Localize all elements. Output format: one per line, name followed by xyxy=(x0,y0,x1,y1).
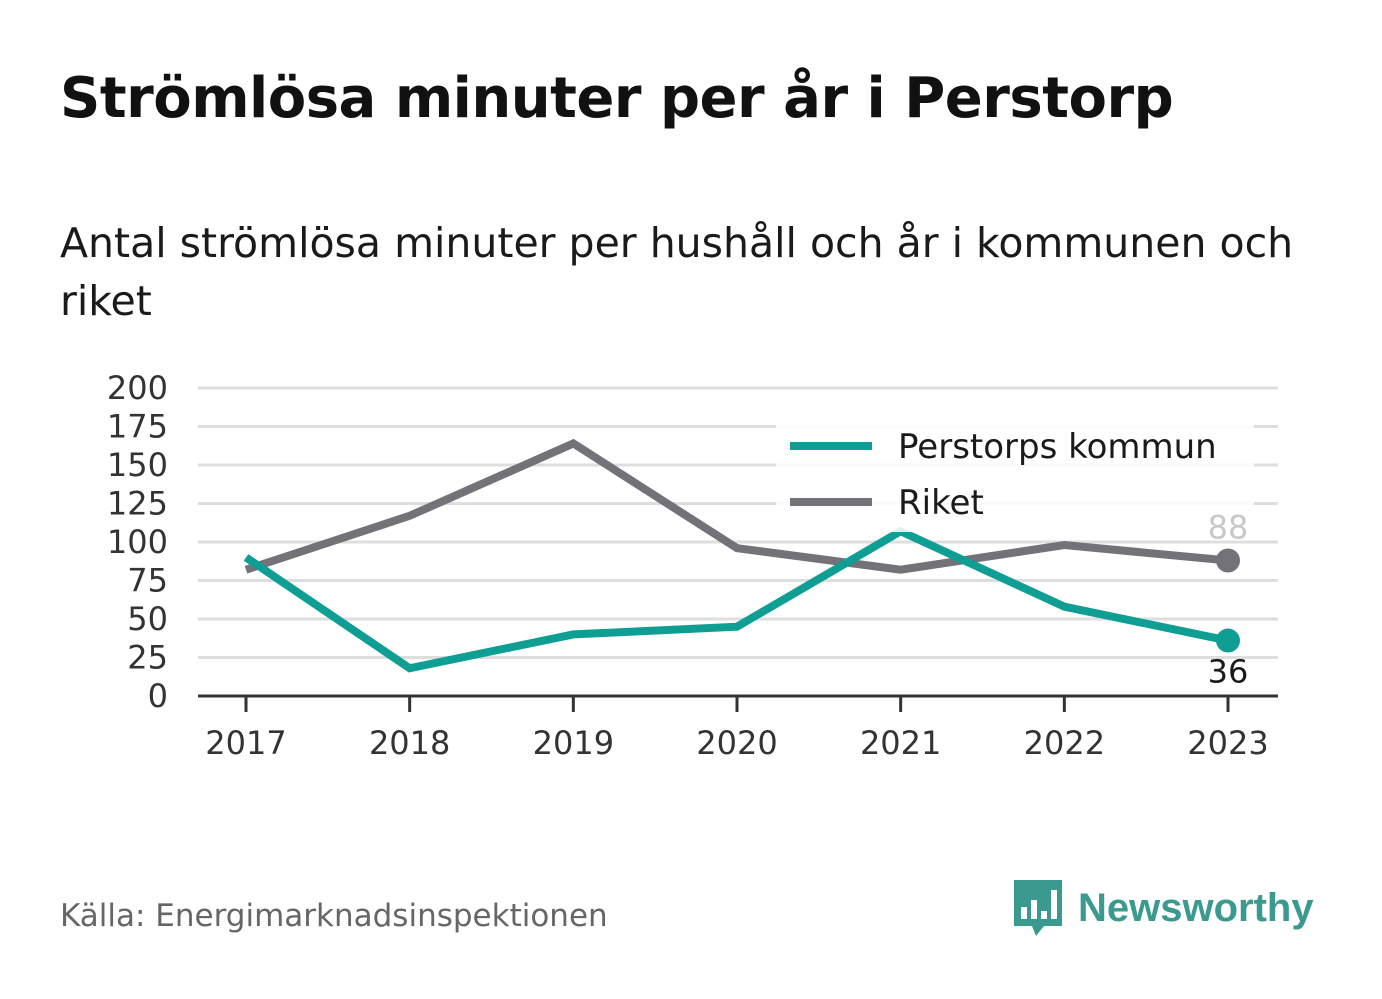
x-tick-label: 2018 xyxy=(369,724,450,762)
series-endpoint-0 xyxy=(1216,628,1240,653)
value-label-riket: 88 xyxy=(1208,508,1249,546)
legend-background xyxy=(776,420,1254,532)
x-axis: 2017 2018 2019 2020 2021 2022 2023 xyxy=(198,694,1278,762)
x-tick-label: 2021 xyxy=(860,724,941,762)
legend-label: Riket xyxy=(898,483,984,523)
series-line-0 xyxy=(243,526,1229,673)
legend-label: Perstorps kommun xyxy=(898,427,1217,467)
value-label-perstorp: 36 xyxy=(1208,653,1249,691)
y-tick-label: 125 xyxy=(107,485,168,523)
brand-name: Newsworthy xyxy=(1078,885,1314,930)
y-tick-label: 100 xyxy=(107,523,168,561)
y-tick-label: 0 xyxy=(148,677,168,715)
x-tick-label: 2017 xyxy=(205,724,286,762)
bar-chart-speech-bubble-icon xyxy=(1014,880,1062,936)
series-lines xyxy=(243,438,1240,673)
series-line-1 xyxy=(244,438,1229,574)
y-tick-label: 150 xyxy=(107,446,168,484)
page-subtitle: Antal strömlösa minuter per hushåll och … xyxy=(60,219,1294,325)
y-tick-label: 200 xyxy=(107,369,168,407)
brand-logo: Newsworthy xyxy=(1010,876,1314,940)
y-tick-label: 75 xyxy=(127,562,168,600)
y-tick-label: 50 xyxy=(127,600,168,638)
x-tick-label: 2022 xyxy=(1024,724,1105,762)
source-note: Källa: Energimarknadsinspektionen xyxy=(60,898,608,934)
value-labels: 88 36 xyxy=(1208,508,1249,690)
x-tick-label: 2023 xyxy=(1187,724,1268,762)
page-title: Strömlösa minuter per år i Perstorp xyxy=(60,66,1174,131)
y-tick-label: 175 xyxy=(107,408,168,446)
y-tick-label: 25 xyxy=(127,639,168,677)
x-tick-label: 2019 xyxy=(533,724,614,762)
x-tick-label: 2020 xyxy=(696,724,777,762)
series-endpoint-1 xyxy=(1216,548,1240,573)
legend: Perstorps kommun Riket xyxy=(776,420,1254,532)
